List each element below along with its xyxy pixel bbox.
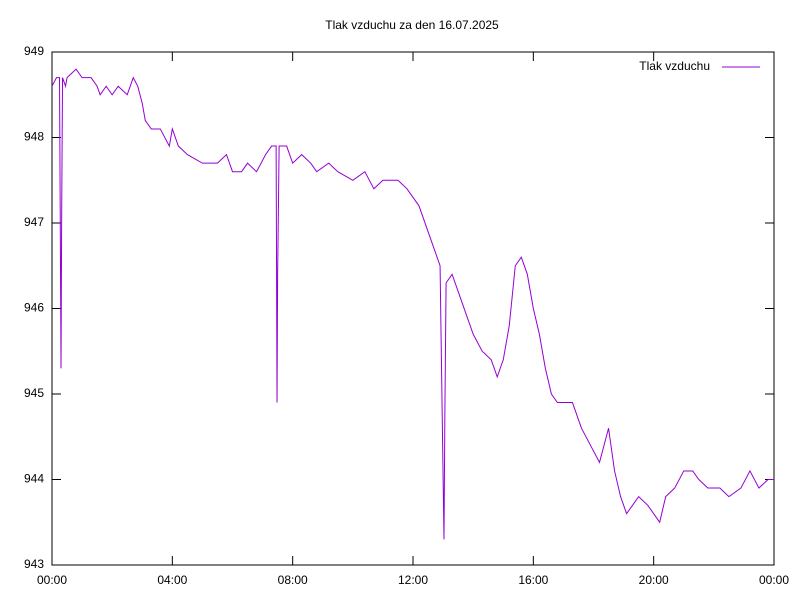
x-tick-label: 00:00 [759, 573, 789, 587]
y-tick-label: 943 [24, 557, 44, 571]
y-tick-label: 947 [24, 215, 44, 229]
data-line [51, 68, 774, 540]
x-tick-label: 00:00 [37, 573, 67, 587]
x-tick-label: 12:00 [398, 573, 428, 587]
chart-title: Tlak vzduchu za den 16.07.2025 [325, 18, 499, 32]
y-tick-label: 946 [24, 301, 44, 315]
plot-border [51, 51, 775, 566]
x-tick-label: 16:00 [518, 573, 548, 587]
y-tick-label: 945 [24, 386, 44, 400]
legend-label: Tlak vzduchu [639, 59, 710, 73]
y-tick-label: 949 [24, 44, 44, 58]
y-tick-label: 944 [24, 472, 44, 486]
x-tick-label: 04:00 [157, 573, 187, 587]
x-tick-label: 20:00 [639, 573, 669, 587]
y-tick-label: 948 [24, 130, 44, 144]
x-tick-label: 08:00 [278, 573, 308, 587]
